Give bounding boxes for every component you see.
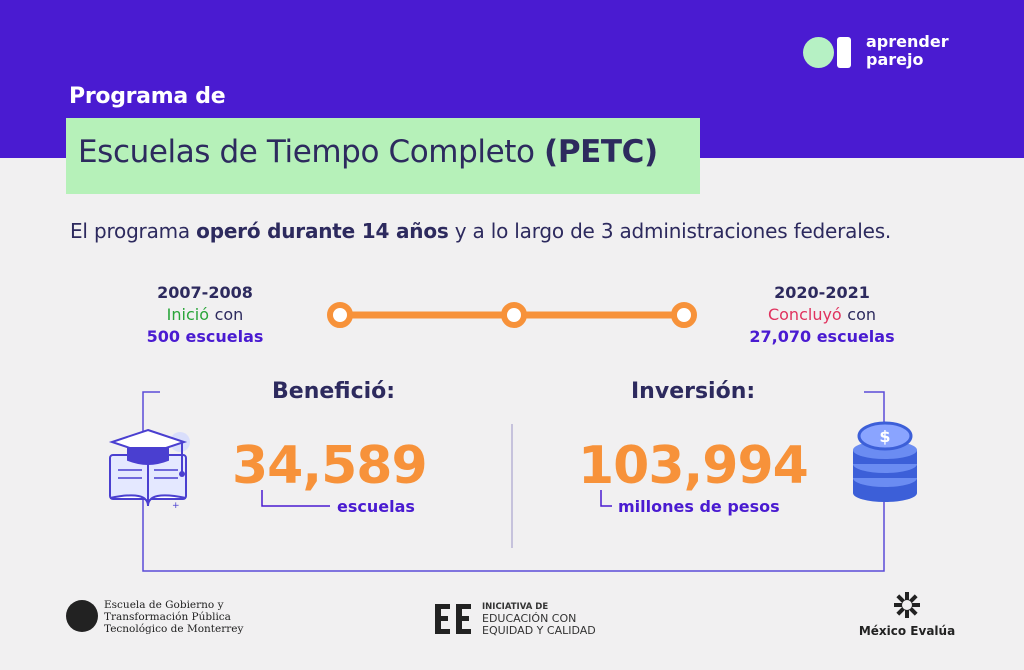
egob-line2: Transformación Pública bbox=[104, 611, 231, 623]
end-count: 27,070 escuelas bbox=[749, 327, 895, 346]
title-main: Escuelas de Tiempo Completo bbox=[78, 134, 535, 170]
svg-text:$: $ bbox=[879, 427, 890, 446]
start-year: 2007-2008 bbox=[157, 283, 253, 302]
investment-heading: Inversión: bbox=[631, 379, 756, 404]
page-title: Escuelas de Tiempo Completo (PETC) bbox=[78, 134, 658, 170]
title-highlight bbox=[66, 118, 700, 194]
coins-stack-icon: $ bbox=[853, 421, 917, 502]
timeline-start: 2007-2008 Inició con 500 escuelas bbox=[120, 282, 290, 348]
egob-line1: Escuela de Gobierno y bbox=[104, 599, 224, 611]
iniciativa-emblem-icon bbox=[435, 604, 471, 634]
summary-text: El programa operó durante 14 años y a lo… bbox=[70, 219, 891, 243]
title-abbreviation: (PETC) bbox=[544, 134, 658, 170]
timeline-bar bbox=[327, 302, 697, 328]
program-label: Programa de bbox=[69, 84, 226, 109]
end-verb: Concluyó bbox=[767, 305, 842, 324]
logo-text-line1: aprender bbox=[866, 32, 949, 51]
timeline-node-start bbox=[327, 302, 353, 328]
end-connector: con bbox=[847, 305, 877, 324]
iniciativa-text: INICIATIVA DE EDUCACIÓN CON EQUIDAD Y CA… bbox=[482, 601, 596, 637]
timeline-node-middle bbox=[501, 302, 527, 328]
aprender-parejo-logo: aprender parejo bbox=[803, 33, 963, 73]
summary-highlight: operó durante 14 años bbox=[196, 219, 449, 243]
timeline-node-end bbox=[671, 302, 697, 328]
summary-prefix: El programa bbox=[70, 219, 190, 243]
escuela-gobierno-logo: Escuela de Gobierno y Transformación Púb… bbox=[66, 598, 243, 640]
investment-unit: millones de pesos bbox=[618, 497, 780, 516]
graduation-book-icon: + bbox=[108, 428, 190, 511]
egob-text: Escuela de Gobierno y Transformación Púb… bbox=[104, 599, 243, 635]
egob-line3: Tecnológico de Monterrey bbox=[104, 623, 244, 635]
mexico-evalua-emblem-icon bbox=[894, 592, 920, 618]
logo-circle-icon bbox=[803, 37, 834, 68]
benefit-heading: Benefició: bbox=[272, 379, 396, 404]
schools-value: 34,589 bbox=[232, 436, 428, 496]
logo-text-line2: parejo bbox=[866, 50, 924, 69]
start-verb: Inició bbox=[166, 305, 210, 324]
schools-unit: escuelas bbox=[337, 497, 415, 516]
svg-text:+: + bbox=[172, 501, 180, 511]
timeline-end: 2020-2021 Concluyó con 27,070 escuelas bbox=[737, 282, 907, 348]
end-year: 2020-2021 bbox=[774, 283, 870, 302]
iniciativa-logo: INICIATIVA DE EDUCACIÓN CON EQUIDAD Y CA… bbox=[432, 598, 612, 642]
egob-emblem-icon bbox=[66, 600, 98, 632]
iniciativa-line3: EQUIDAD Y CALIDAD bbox=[482, 624, 596, 637]
iniciativa-line1: INICIATIVA DE bbox=[482, 602, 549, 612]
investment-value: 103,994 bbox=[578, 436, 809, 496]
start-count: 500 escuelas bbox=[146, 327, 264, 346]
logo-text: aprender parejo bbox=[866, 33, 949, 69]
summary-suffix: y a lo largo de 3 administraciones feder… bbox=[454, 219, 892, 243]
mexico-evalua-text: México Evalúa bbox=[858, 624, 956, 638]
mexico-evalua-logo: México Evalúa bbox=[852, 588, 962, 640]
iniciativa-line2: EDUCACIÓN CON bbox=[482, 612, 577, 625]
start-connector: con bbox=[214, 305, 244, 324]
logo-bar-icon bbox=[837, 37, 851, 68]
